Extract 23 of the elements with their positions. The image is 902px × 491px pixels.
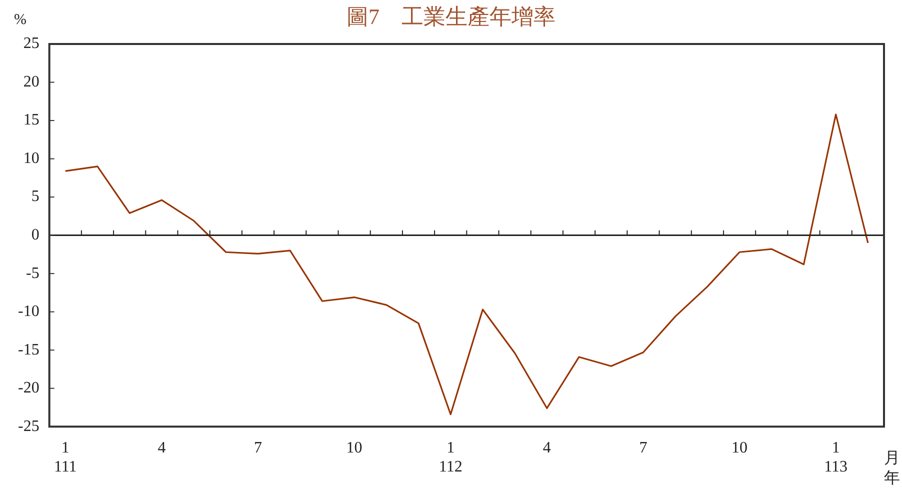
y-tick-label: 5 bbox=[31, 188, 40, 206]
x-tick-label: 4 bbox=[158, 439, 166, 456]
x-axis-title: 月年 bbox=[884, 449, 900, 489]
x-tick-label: 1 111 bbox=[54, 439, 77, 476]
x-tick-label: 7 bbox=[639, 439, 648, 456]
y-tick-label: 0 bbox=[31, 226, 40, 244]
y-tick-label: 25 bbox=[23, 35, 40, 52]
y-tick-label: -15 bbox=[18, 341, 40, 358]
y-tick-label: -5 bbox=[26, 264, 40, 282]
chart-title: 圖7 工業生產年增率 bbox=[346, 4, 556, 29]
x-tick-label: 10 bbox=[732, 439, 748, 456]
x-tick-label: 7 bbox=[254, 439, 262, 456]
x-tick-label: 1 112 bbox=[438, 439, 462, 476]
y-tick-label: 10 bbox=[23, 150, 40, 167]
y-axis-title: % bbox=[14, 12, 26, 29]
y-tick-label: 20 bbox=[23, 73, 40, 90]
x-tick-label: 10 bbox=[346, 439, 362, 456]
x-tick-label: 4 bbox=[542, 439, 551, 456]
y-tick-label: -25 bbox=[18, 418, 40, 435]
x-tick-label: 1 113 bbox=[824, 439, 848, 476]
y-tick-label: -20 bbox=[18, 380, 40, 397]
y-tick-label: 15 bbox=[23, 112, 40, 129]
y-tick-label: -10 bbox=[18, 303, 40, 320]
